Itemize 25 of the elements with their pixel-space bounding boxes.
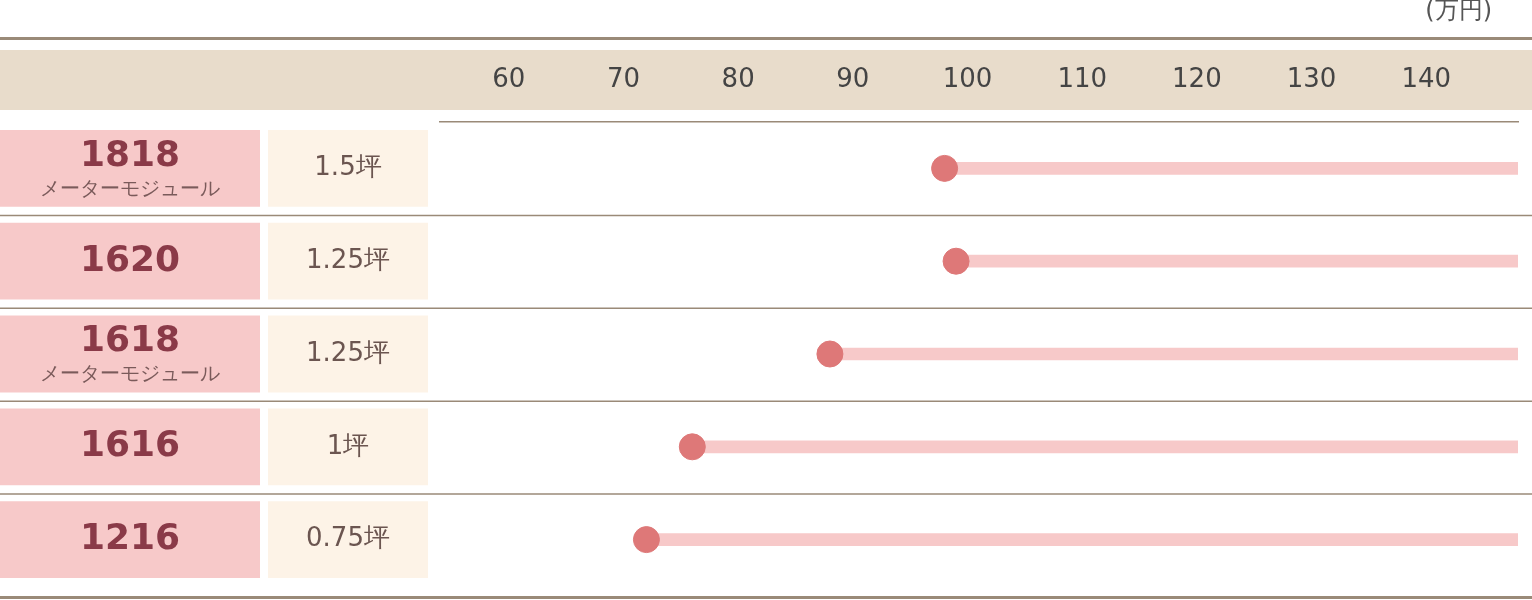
x-tick-label: 60: [492, 63, 526, 94]
x-tick-label: 130: [1286, 63, 1337, 94]
text: 0.75坪: [306, 522, 390, 553]
y-tick-label: 1818 メーターモジュール: [40, 132, 220, 200]
x-tick-label: 110: [1057, 63, 1108, 94]
x-tick-label: 140: [1401, 63, 1452, 94]
x-tick-label: 120: [1172, 63, 1222, 94]
text: 1.5坪: [314, 151, 382, 182]
x-tick-label: 80: [721, 63, 755, 94]
x-tick-label: 90: [836, 63, 870, 94]
point: [931, 154, 959, 182]
text: 1.25坪: [306, 243, 390, 274]
y-tick-label: 1616: [79, 423, 181, 465]
point: [632, 526, 660, 554]
point: [678, 433, 706, 461]
y-tick-label: 1216: [79, 515, 181, 557]
y-tick-label: 1620: [79, 237, 181, 279]
x-tick-label: 100: [942, 63, 993, 94]
x-axis-title: (万円): [1425, 0, 1492, 25]
text: 1.25坪: [306, 336, 390, 367]
y-tick-label: 1618 メーターモジュール: [40, 318, 220, 386]
point: [816, 340, 844, 368]
x-tick-label: 70: [606, 63, 641, 94]
point: [942, 247, 970, 275]
text: 1坪: [326, 429, 370, 460]
